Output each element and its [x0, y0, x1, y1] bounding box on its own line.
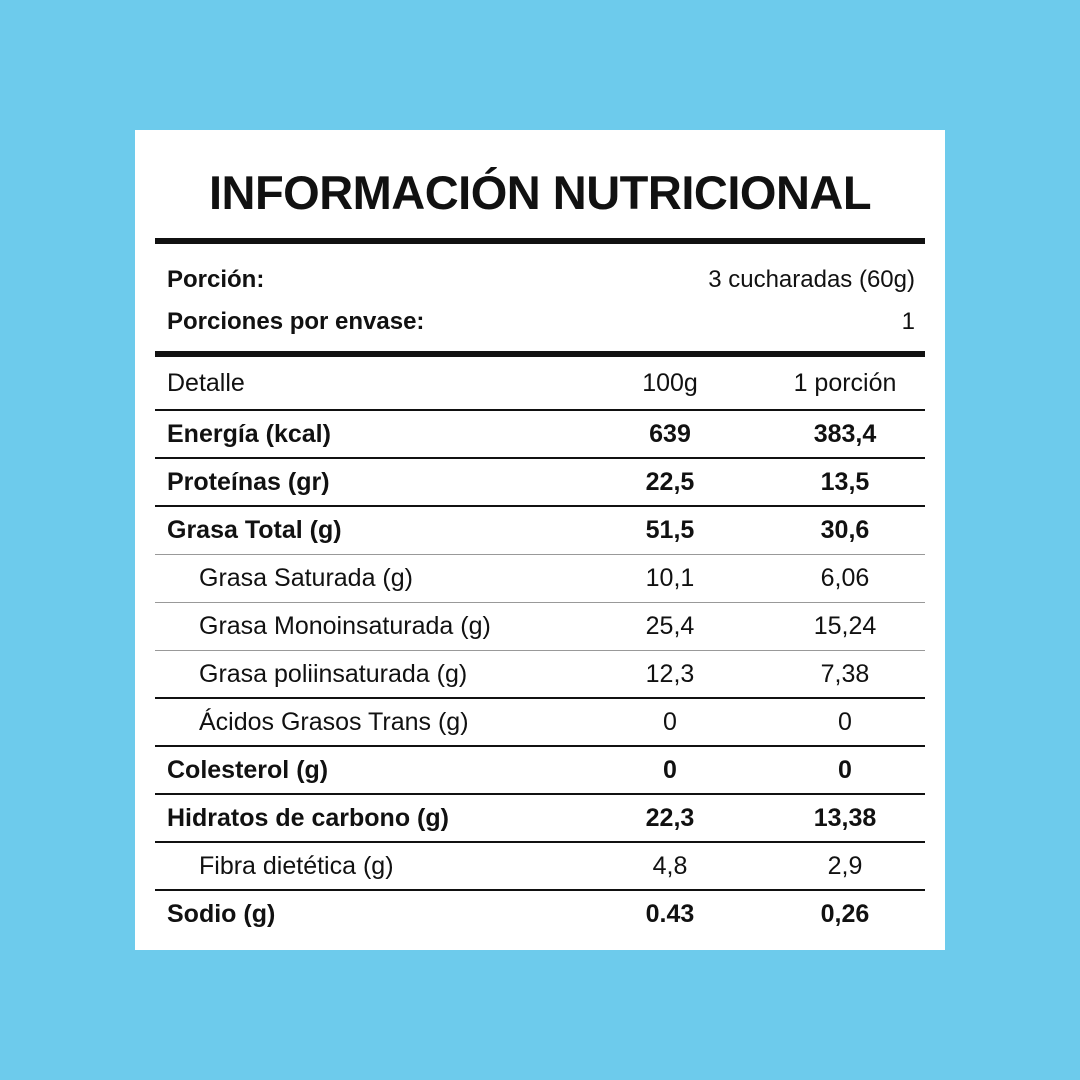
cell: 22,5: [645, 468, 695, 496]
nutrition-table: Detalle 100g 1 porción Energía (kcal) 639…: [155, 357, 925, 937]
cell: Detalle: [167, 369, 245, 397]
cell: 0: [663, 756, 677, 784]
row: Grasa Total (g) 51,5 30,6: [155, 507, 925, 555]
cell: 0: [663, 708, 677, 736]
cell: Ácidos Grasos Trans (g): [199, 708, 469, 736]
cell: 0: [838, 756, 852, 784]
cell: 15,24: [813, 612, 877, 640]
cell: Grasa Monoinsaturada (g): [199, 612, 491, 640]
cell: Proteínas (gr): [167, 468, 330, 496]
cell: 22,3: [645, 804, 695, 832]
cell: 2,9: [827, 852, 863, 880]
row: Hidratos de carbono (g) 22,3 13,38: [155, 795, 925, 843]
cell: Grasa Total (g): [167, 516, 342, 544]
cell: Hidratos de carbono (g): [167, 804, 449, 832]
cell: Colesterol (g): [167, 756, 329, 784]
cell: 30,6: [820, 516, 870, 544]
title: INFORMACIÓN NUTRICIONAL: [208, 166, 872, 219]
nutrition-panel: INFORMACIÓN NUTRICIONAL Porción: 3 cucha…: [135, 130, 945, 950]
cell: Grasa Saturada (g): [199, 564, 413, 592]
row: Colesterol (g) 0 0: [155, 747, 925, 795]
row: Energía (kcal) 639 383,4: [155, 411, 925, 459]
cell: 4,8: [652, 852, 688, 880]
cell: 0,26: [820, 900, 870, 928]
cell: 12,3: [645, 660, 695, 688]
value: 3 cucharadas (60g): [708, 266, 915, 293]
header-row: Detalle 100g 1 porción: [155, 357, 925, 411]
serving-row: Porciones por envase: 1: [167, 304, 915, 340]
cell: 13,38: [813, 804, 877, 832]
row: Proteínas (gr) 22,5 13,5: [155, 459, 925, 507]
row: Fibra dietética (g) 4,8 2,9: [155, 843, 925, 891]
row: Sodio (g) 0.43 0,26: [155, 891, 925, 937]
cell: 7,38: [820, 660, 870, 688]
row: Ácidos Grasos Trans (g) 0 0: [155, 699, 925, 747]
cell: 6,06: [820, 564, 870, 592]
value: 1: [901, 308, 915, 335]
cell: 383,4: [813, 420, 877, 448]
serving-row: Porción: 3 cucharadas (60g): [167, 262, 915, 298]
cell: 1 porción: [793, 369, 897, 397]
cell: 100g: [642, 369, 698, 397]
label: Porción:: [167, 266, 265, 293]
cell: Sodio (g): [167, 900, 276, 928]
cell: Grasa poliinsaturada (g): [199, 660, 468, 688]
row: Grasa Saturada (g) 10,1 6,06: [155, 555, 925, 603]
divider: [155, 351, 925, 357]
row: Grasa Monoinsaturada (g) 25,4 15,24: [155, 603, 925, 651]
divider: [155, 238, 925, 244]
cell: Fibra dietética (g): [199, 852, 394, 880]
cell: 639: [649, 420, 691, 448]
cell: 51,5: [645, 516, 695, 544]
cell: 0.43: [645, 900, 695, 928]
label: Porciones por envase:: [167, 308, 425, 335]
cell: Energía (kcal): [167, 420, 331, 448]
cell: 25,4: [645, 612, 695, 640]
row: Grasa poliinsaturada (g) 12,3 7,38: [155, 651, 925, 699]
cell: 0: [838, 708, 852, 736]
cell: 10,1: [645, 564, 695, 592]
cell: 13,5: [820, 468, 870, 496]
